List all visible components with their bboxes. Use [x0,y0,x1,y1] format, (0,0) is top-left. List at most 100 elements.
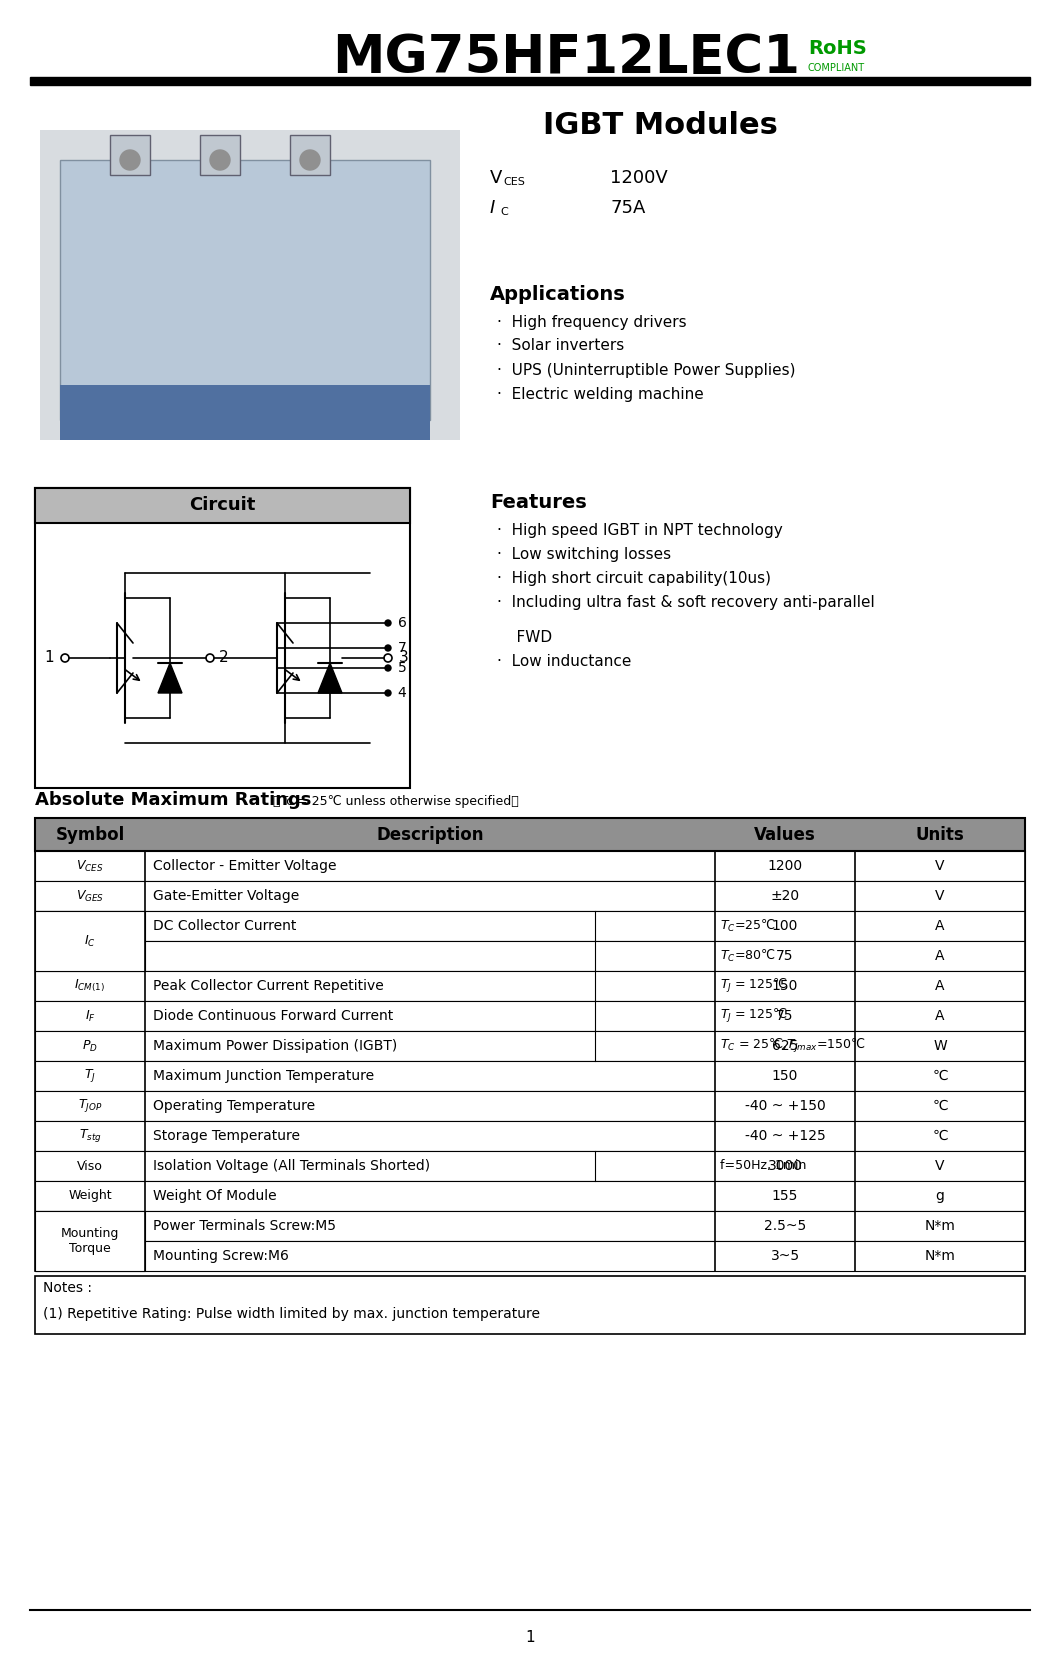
Bar [40,130,460,441]
Text: Notes :: Notes : [43,1281,92,1295]
Text: Applications: Applications [490,286,625,304]
Text: 1200: 1200 [767,860,802,873]
Bar [35,911,145,971]
Text: $T_{JOP}$: $T_{JOP}$ [77,1098,102,1114]
Text: Storage Temperature: Storage Temperature [153,1129,300,1142]
Bar [35,1031,1025,1061]
Bar [35,911,145,971]
Bar [35,1241,1025,1271]
Text: MG75HF12LEC1: MG75HF12LEC1 [332,32,800,85]
Bar [35,1181,1025,1211]
Bar [35,1211,145,1271]
Text: 75: 75 [776,950,794,963]
Bar [35,1211,1025,1241]
Polygon shape [158,664,182,693]
Bar [35,971,1025,1001]
Text: $T_C$ = 25℃,$T_{Jmax}$=150℃: $T_C$ = 25℃,$T_{Jmax}$=150℃ [720,1038,866,1054]
Bar [110,135,151,175]
Circle shape [210,150,230,170]
Bar [35,818,1025,851]
Text: V: V [935,890,944,903]
Bar [200,135,240,175]
Text: A: A [935,920,944,933]
Text: g: g [936,1189,944,1202]
Text: -40 ~ +125: -40 ~ +125 [744,1129,826,1142]
Polygon shape [318,664,342,693]
Circle shape [385,665,391,670]
Text: Values: Values [754,825,816,843]
Text: C: C [500,206,508,216]
Text: f=50Hz, 1min: f=50Hz, 1min [720,1159,807,1172]
Bar [35,487,410,522]
Text: Diode Continuous Forward Current: Diode Continuous Forward Current [153,1009,393,1023]
Text: -40 ~ +150: -40 ~ +150 [744,1099,826,1113]
Text: Maximum Junction Temperature: Maximum Junction Temperature [153,1069,374,1083]
Text: 5: 5 [398,660,406,675]
Text: Power Terminals Screw:M5: Power Terminals Screw:M5 [153,1219,336,1232]
Bar [290,135,330,175]
Text: ℃: ℃ [932,1129,948,1142]
Text: 625: 625 [772,1039,798,1053]
Text: Description: Description [376,825,483,843]
Text: $P_D$: $P_D$ [82,1038,98,1054]
Text: ·  UPS (Uninterruptible Power Supplies): · UPS (Uninterruptible Power Supplies) [497,363,795,378]
Text: $T_J$: $T_J$ [84,1068,96,1084]
Text: 2.5~5: 2.5~5 [764,1219,806,1232]
Text: 100: 100 [772,920,798,933]
Text: Units: Units [916,825,965,843]
Text: Features: Features [490,492,587,512]
Text: $T_J$ = 125℃: $T_J$ = 125℃ [720,976,788,994]
Text: CES: CES [504,176,525,186]
Text: 6: 6 [398,615,406,630]
Text: $V_{CES}$: $V_{CES}$ [76,858,104,873]
Bar [60,386,430,441]
Text: 3: 3 [400,650,409,665]
Text: ·  Solar inverters: · Solar inverters [497,339,624,354]
Text: COMPLIANT: COMPLIANT [808,63,865,73]
Text: RoHS: RoHS [808,38,867,58]
Text: $T_J$ = 125℃: $T_J$ = 125℃ [720,1008,788,1024]
Text: Weight Of Module: Weight Of Module [153,1189,277,1202]
Text: 75A: 75A [610,200,646,216]
Bar [30,76,1030,85]
Bar [35,1276,1025,1334]
Text: （Tc = 25℃ unless otherwise specified）: （Tc = 25℃ unless otherwise specified） [273,795,518,808]
Bar [35,1061,1025,1091]
Text: ·  Low inductance: · Low inductance [497,655,632,670]
Text: ·  High speed IGBT in NPT technology: · High speed IGBT in NPT technology [497,522,782,537]
Text: 1200V: 1200V [610,170,668,186]
Text: (1) Repetitive Rating: Pulse width limited by max. junction temperature: (1) Repetitive Rating: Pulse width limit… [43,1307,540,1320]
Text: I: I [490,200,495,216]
Bar [35,1211,145,1271]
Text: N*m: N*m [924,1249,955,1262]
Text: Gate-Emitter Voltage: Gate-Emitter Voltage [153,890,299,903]
Text: Mounting Screw:M6: Mounting Screw:M6 [153,1249,289,1262]
Text: W: W [933,1039,947,1053]
Text: Maximum Power Dissipation (IGBT): Maximum Power Dissipation (IGBT) [153,1039,398,1053]
Circle shape [385,645,391,650]
Circle shape [300,150,320,170]
Text: Peak Collector Current Repetitive: Peak Collector Current Repetitive [153,980,384,993]
Bar [35,911,1025,941]
Text: 1: 1 [525,1630,535,1645]
Bar [35,818,1025,851]
Bar [35,487,410,522]
Bar [35,851,1025,881]
Text: V: V [935,1159,944,1172]
Text: Viso: Viso [77,1159,103,1172]
Text: $I_C$: $I_C$ [84,933,95,948]
Text: ·  High short circuit capability(10us): · High short circuit capability(10us) [497,570,771,585]
Text: A: A [935,950,944,963]
Text: ·  Low switching losses: · Low switching losses [497,547,671,562]
Text: V: V [490,170,502,186]
Text: Mounting
Torque: Mounting Torque [60,1227,119,1256]
Text: DC Collector Current: DC Collector Current [153,920,297,933]
Text: ℃: ℃ [932,1069,948,1083]
Text: A: A [935,1009,944,1023]
Text: IGBT Modules: IGBT Modules [543,110,777,140]
Text: $I_F$: $I_F$ [85,1008,95,1023]
Text: 2: 2 [219,650,229,665]
Text: ℃: ℃ [932,1099,948,1113]
Circle shape [385,620,391,625]
Text: Absolute Maximum Ratings: Absolute Maximum Ratings [35,792,312,808]
